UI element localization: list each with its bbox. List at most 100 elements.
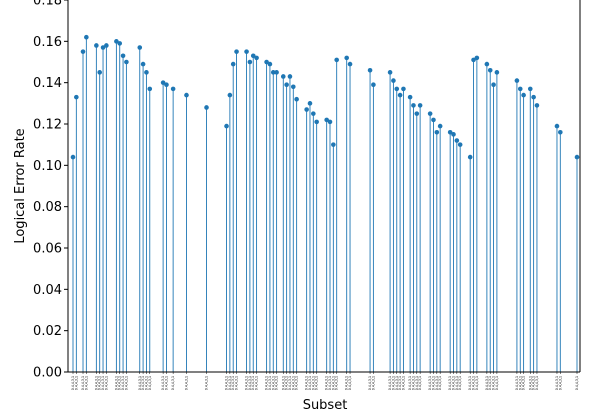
x-tick-label: 0.4,4,3,1 xyxy=(391,376,395,390)
x-tick-label: 0.4,4,3,1 xyxy=(184,376,188,390)
x-tick-label: 0.4,4,3,1 xyxy=(94,376,98,390)
stem-marker xyxy=(521,92,526,98)
stem-marker xyxy=(431,117,436,123)
x-tick-label: 0.4,4,3,1 xyxy=(104,376,108,390)
stem-marker xyxy=(234,49,239,54)
x-tick-label: 0.4,4,3,1 xyxy=(331,376,335,390)
stem-marker xyxy=(254,55,259,61)
stem-marker xyxy=(457,142,463,147)
x-tick-label: 0.4,4,3,1 xyxy=(308,376,312,390)
x-tick-label: 0.4,4,3,1 xyxy=(398,376,402,390)
x-tick-label: 0.4,4,3,1 xyxy=(575,376,579,390)
x-tick-label: 0.4,4,3,1 xyxy=(395,376,399,390)
stem-marker xyxy=(204,105,209,110)
stem-marker xyxy=(224,123,229,129)
x-tick-label: 0.4,4,3,1 xyxy=(271,376,275,390)
x-tick-label: 0.4,4,3,1 xyxy=(368,376,372,390)
y-tick-label: 0.14 xyxy=(33,76,62,91)
x-tick-label: 0.4,4,3,1 xyxy=(205,376,209,390)
stem-marker xyxy=(514,78,520,83)
x-tick-label: 0.4,4,3,1 xyxy=(141,376,145,390)
x-tick-label: 0.4,4,3,1 xyxy=(528,376,532,390)
y-tick-label: 0.16 xyxy=(33,35,62,50)
x-tick-label: 0.4,4,3,1 xyxy=(488,376,492,390)
x-tick-label: 0.4,4,3,1 xyxy=(291,376,295,390)
x-tick-label: 0.4,4,3,1 xyxy=(98,376,102,390)
stem-marker xyxy=(451,132,456,137)
x-tick-label: 0.4,4,3,1 xyxy=(522,376,526,390)
stem-marker xyxy=(407,94,413,100)
x-tick-label: 0.4,4,3,1 xyxy=(231,376,235,390)
stem-marker xyxy=(401,86,406,92)
x-tick-label: 0.4,4,3,1 xyxy=(435,376,439,390)
stem-marker xyxy=(527,86,533,92)
y-tick-label: 0.12 xyxy=(33,118,62,133)
x-tick-label: 0.4,4,3,1 xyxy=(485,376,489,390)
stem-marker xyxy=(327,119,333,125)
x-tick-label: 0.4,4,3,1 xyxy=(255,376,259,390)
y-tick-label: 0.08 xyxy=(33,200,62,215)
stem-marker xyxy=(124,59,129,65)
stem-marker xyxy=(100,45,106,50)
x-tick-label: 0.4,4,3,1 xyxy=(555,376,559,390)
stem-marker xyxy=(247,59,253,65)
x-tick-label: 0.4,4,3,1 xyxy=(428,376,432,390)
x-tick-label: 0.4,4,3,1 xyxy=(325,376,329,390)
stem-marker xyxy=(264,59,269,65)
stem-marker xyxy=(574,154,580,160)
x-tick-label: 0.4,4,3,1 xyxy=(265,376,269,390)
stem-marker xyxy=(331,142,336,147)
x-tick-label: 0.4,4,3,1 xyxy=(144,376,148,390)
x-tick-label: 0.4,4,3,1 xyxy=(251,376,255,390)
x-tick-label: 0.4,4,3,1 xyxy=(235,376,239,390)
x-tick-label: 0.4,4,3,1 xyxy=(532,376,536,390)
x-tick-label: 0.4,4,3,1 xyxy=(171,376,175,390)
stem-marker xyxy=(454,138,460,143)
stem-marker xyxy=(344,55,349,61)
x-tick-label: 0.4,4,3,1 xyxy=(121,376,125,390)
x-axis-label: Subset xyxy=(303,398,348,412)
x-tick-label: 0.4,4,3,1 xyxy=(455,376,459,390)
x-tick-label: 0.4,4,3,1 xyxy=(475,376,479,390)
stem-marker xyxy=(414,111,420,116)
y-tick-label: 0.02 xyxy=(33,324,62,339)
x-tick-label: 0.4,4,3,1 xyxy=(281,376,285,390)
stem-marker xyxy=(164,82,169,88)
stem-marker xyxy=(290,84,296,90)
stem-marker xyxy=(314,119,319,125)
x-tick-label: 0.4,4,3,1 xyxy=(305,376,309,390)
stem-marker xyxy=(531,94,536,100)
x-tick-label: 0.4,4,3,1 xyxy=(415,376,419,390)
stem-marker xyxy=(437,123,443,129)
stem-marker xyxy=(487,67,493,73)
x-tick-label: 0.4,4,3,1 xyxy=(228,376,232,390)
stem-marker xyxy=(294,96,299,102)
x-tick-label: 0.4,4,3,1 xyxy=(118,376,122,390)
x-tick-label: 0.4,4,3,1 xyxy=(148,376,152,390)
stem-marker xyxy=(137,45,143,50)
x-tick-label: 0.4,4,3,1 xyxy=(275,376,279,390)
y-axis-ticks: 0.00 0.02 0.04 0.06 0.08 0.10 0.12 0.14 0.16 0.18 xyxy=(33,0,68,381)
stem-marker xyxy=(534,103,540,108)
x-tick-label: 0.4,4,3,1 xyxy=(225,376,229,390)
x-tick-label: 0.4,4,3,1 xyxy=(161,376,165,390)
stem-marker xyxy=(397,92,403,98)
stem-marker xyxy=(270,70,276,75)
stem-marker xyxy=(494,70,500,75)
stem-marker xyxy=(447,129,453,135)
x-tick-label: 0.4,4,3,1 xyxy=(81,376,85,390)
x-tick-label: 0.4,4,3,1 xyxy=(535,376,539,390)
stem-marker xyxy=(411,103,416,108)
x-tick-label: 0.4,4,3,1 xyxy=(114,376,118,390)
stem-marker xyxy=(284,82,289,88)
x-tick-label: 0.4,4,3,1 xyxy=(328,376,332,390)
x-tick-label: 0.4,4,3,1 xyxy=(295,376,299,390)
stem-marker xyxy=(114,39,119,44)
stem-marker xyxy=(117,41,123,46)
x-tick-label: 0.4,4,3,1 xyxy=(285,376,289,390)
x-tick-label: 0.4,4,3,1 xyxy=(448,376,452,390)
x-tick-label: 0.4,4,3,1 xyxy=(345,376,349,390)
stem-marker xyxy=(287,74,293,79)
y-tick-label: 0.04 xyxy=(33,283,62,298)
